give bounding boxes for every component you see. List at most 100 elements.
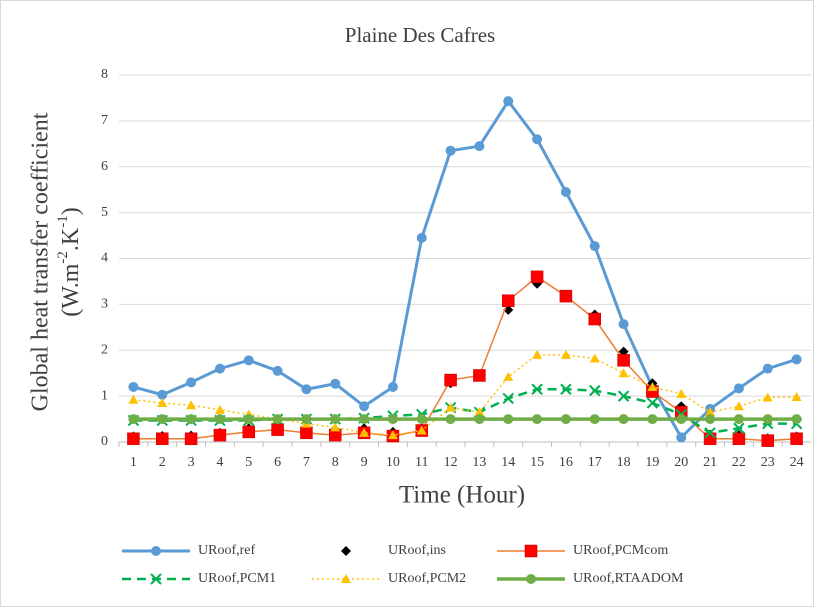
marker [762,392,773,402]
marker [387,414,398,425]
legend-item: URoof,PCM2 [312,571,466,586]
marker [359,427,370,437]
marker [416,232,427,243]
marker [330,414,341,425]
y-axis-label-line1: Global heat transfer coefficient [28,112,54,411]
marker [128,381,139,392]
marker [676,388,687,398]
series-line [133,354,797,436]
marker [186,400,197,410]
marker [732,432,746,446]
x-tick-label: 9 [361,455,368,470]
marker [214,363,225,374]
x-tick-label: 6 [274,455,281,470]
marker [618,368,629,378]
x-tick-label: 4 [216,455,223,470]
y-tick-label: 1 [101,388,108,403]
marker [474,414,485,425]
y-tick-label: 5 [101,205,108,220]
marker [445,402,456,412]
x-tick-label: 13 [472,455,486,470]
x-tick-label: 12 [444,455,458,470]
marker [560,186,571,197]
marker [703,432,717,446]
y-axis-label-line2: (W.m-2.K-1) [55,207,83,316]
y-axis-label: Global heat transfer coefficient (W.m-2.… [28,112,84,411]
marker [791,354,802,365]
marker [157,414,168,425]
y-tick-label: 3 [101,297,108,312]
marker [128,414,139,425]
marker [272,414,283,425]
legend-label: URoof,PCM2 [388,571,466,586]
marker [503,414,514,425]
marker [560,349,571,359]
marker [704,427,716,439]
legend-item: URoof,PCM1 [122,571,276,586]
marker [676,414,687,425]
marker [647,414,658,425]
superscript: -1 [55,215,71,228]
marker [444,373,457,387]
x-tick-label: 8 [332,455,339,470]
marker [157,398,168,408]
marker [502,392,514,405]
marker [761,434,774,447]
marker [184,432,198,446]
legend-label: URoof,PCMcom [573,543,668,558]
marker [502,294,515,307]
superscript: -2 [55,251,71,264]
legend-item: URoof,RTAADOM [497,571,684,586]
marker [559,289,573,303]
marker [762,363,773,374]
marker [359,414,370,425]
x-tick-label: 20 [674,455,688,470]
marker [300,426,313,440]
marker [560,414,571,425]
legend-label: URoof,PCM1 [198,571,276,586]
marker [157,389,168,400]
x-tick-label: 3 [188,455,195,470]
marker [474,141,485,152]
marker [416,414,427,425]
marker [762,414,773,425]
marker [524,544,538,558]
x-tick-label: 15 [530,455,544,470]
marker [359,401,370,412]
marker [214,404,225,414]
marker [473,369,486,382]
marker [532,349,543,359]
marker [791,414,802,425]
marker [128,394,139,404]
marker [647,381,658,391]
x-tick-label: 2 [159,455,166,470]
label-part: .K [58,227,84,251]
marker [341,546,351,556]
x-tick-label: 10 [386,455,400,470]
marker [150,573,162,585]
marker [330,378,341,389]
marker [330,422,341,432]
marker [474,407,485,417]
marker [387,430,398,440]
marker [301,384,312,395]
marker [186,377,197,388]
marker [186,414,197,425]
marker [387,381,398,392]
marker [560,383,572,395]
x-tick-label: 11 [415,455,428,470]
y-tick-label: 6 [101,159,108,174]
marker [532,134,543,145]
marker [589,353,600,363]
legend-item: URoof,ref [122,543,255,558]
marker [301,414,312,425]
y-tick-label: 7 [101,113,108,128]
legend-label: URoof,ins [388,543,446,558]
x-tick-label: 24 [790,455,804,470]
marker [531,383,543,395]
marker [589,384,601,397]
x-tick-label: 22 [732,455,746,470]
x-tick-label: 16 [559,455,573,470]
marker [589,241,600,252]
marker [243,355,254,366]
